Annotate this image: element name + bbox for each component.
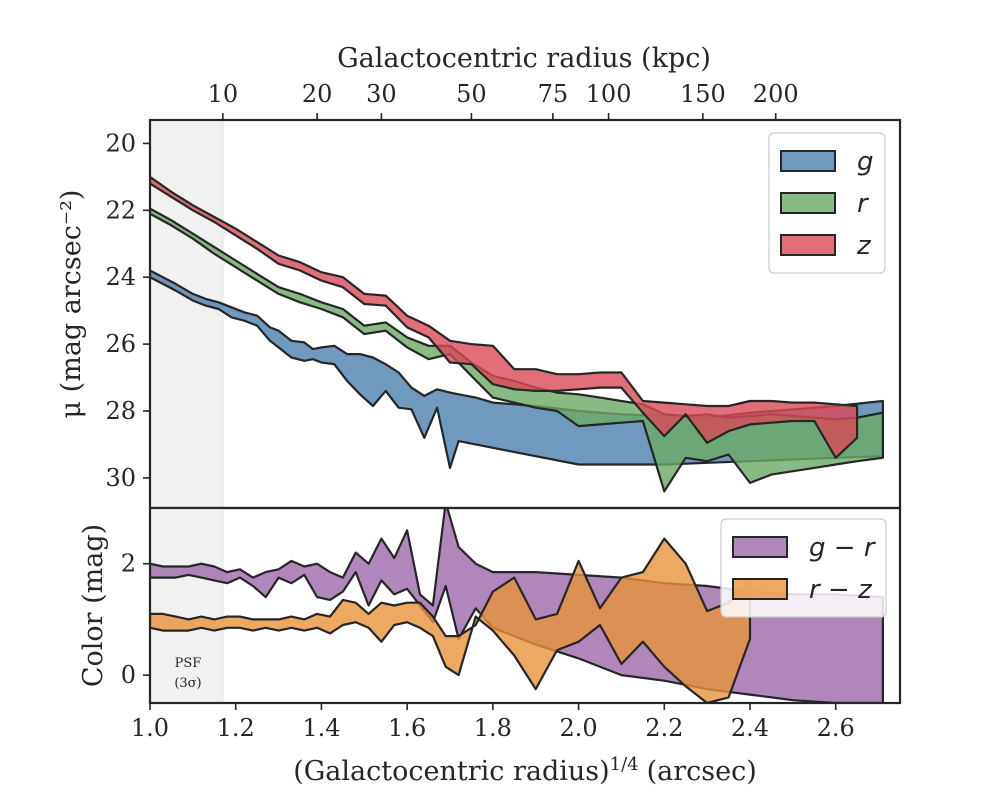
- y-tick-label: 26: [105, 330, 136, 358]
- legend-swatch: [732, 578, 788, 600]
- legend-label: g: [857, 147, 874, 177]
- kpc-tick-label: 30: [366, 80, 397, 108]
- kpc-tick-label: 200: [753, 80, 799, 108]
- x-tick-label: 1.0: [131, 714, 169, 742]
- legend-label: g − r: [809, 533, 877, 563]
- x-tick-label: 2.0: [559, 714, 597, 742]
- color-y-tick-label: 2: [121, 550, 136, 578]
- legend-swatch: [732, 536, 788, 558]
- top-y-axis-title: μ (mag arcsec⁻²): [56, 190, 87, 419]
- psf-note: PSF: [175, 656, 202, 671]
- x-tick-label: 2.2: [645, 714, 683, 742]
- color-bands: [149, 507, 885, 704]
- psf-note-sigma: (3σ): [174, 676, 201, 691]
- x-axis-title-base: (Galactocentric radius): [293, 756, 609, 787]
- kpc-tick-label: 150: [680, 80, 726, 108]
- band-rz: [150, 537, 752, 703]
- color-panel: 0 2 1.0 1.2 1.4 1.6 1.8 2.0 2.2 2.4 2.6 g − r r − z…: [121, 506, 902, 742]
- top-axis-title: Galactocentric radius (kpc): [337, 43, 711, 74]
- kpc-tick-label: 50: [456, 80, 487, 108]
- bottom-y-axis-title: Color (mag): [78, 524, 109, 687]
- bottom-panel-frame: [148, 506, 902, 705]
- x-axis-title-exponent: 1/4: [610, 754, 639, 775]
- x-tick-label: 1.8: [474, 714, 512, 742]
- surface-brightness-panel: 20 22 24 26 28 30 10 20 30 50 75 100 150 200 grz: [105, 80, 902, 510]
- y-tick-label: 22: [105, 196, 136, 224]
- x-tick-label: 1.6: [388, 714, 426, 742]
- y-tick-label: 28: [105, 397, 136, 425]
- x-axis-title: (Galactocentric radius)1/4 (arcsec): [293, 754, 757, 788]
- color-y-tick-label: 0: [121, 661, 136, 689]
- legend-swatch: [780, 192, 836, 214]
- x-tick-label: 1.2: [217, 714, 255, 742]
- surface-brightness-bands: [150, 175, 885, 493]
- kpc-tick-label: 20: [302, 80, 333, 108]
- kpc-tick-label: 100: [586, 80, 632, 108]
- legend-swatch: [780, 234, 836, 256]
- legend-label: z: [856, 231, 872, 261]
- x-tick-label: 2.6: [817, 714, 855, 742]
- x-tick-label: 1.4: [302, 714, 340, 742]
- x-tick-label: 2.4: [731, 714, 769, 742]
- legend-swatch: [780, 150, 836, 172]
- y-tick-label: 20: [105, 129, 136, 157]
- kpc-tick-label: 75: [538, 80, 569, 108]
- kpc-tick-label: 10: [208, 80, 239, 108]
- band-z: [150, 175, 859, 459]
- legend-label: r − z: [809, 575, 873, 605]
- psf-region-bottom: [149, 507, 224, 704]
- y-tick-label: 30: [105, 464, 136, 492]
- x-axis-title-unit: (arcsec): [647, 756, 757, 787]
- psf-region-top: [149, 119, 224, 509]
- legend-label: r: [857, 189, 870, 219]
- y-tick-label: 24: [105, 263, 136, 291]
